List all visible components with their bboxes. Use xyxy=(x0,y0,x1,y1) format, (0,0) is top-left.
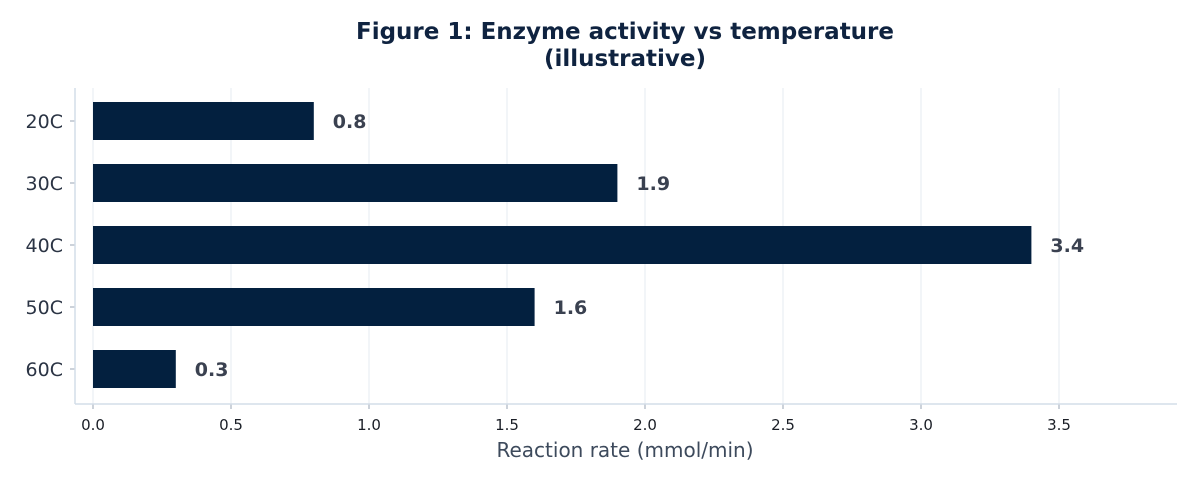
bar-40c xyxy=(93,226,1032,264)
bars xyxy=(93,102,1032,388)
y-category-label: 40C xyxy=(26,235,63,257)
x-tick-label: 2.0 xyxy=(633,416,657,434)
x-tick-label: 0.5 xyxy=(219,416,243,434)
y-category-label: 30C xyxy=(26,173,63,195)
x-tick-label: 3.0 xyxy=(909,416,933,434)
x-axis-ticks: 0.0 0.5 1.0 1.5 2.0 2.5 3.0 3.5 xyxy=(81,404,1071,434)
chart-title: Figure 1: Enzyme activity vs temperature xyxy=(356,19,894,45)
bar-value-label: 1.6 xyxy=(554,297,588,319)
y-category-label: 50C xyxy=(26,297,63,319)
y-category-label: 20C xyxy=(26,111,63,133)
bar-value-label: 0.3 xyxy=(195,359,229,381)
x-tick-label: 1.5 xyxy=(495,416,519,434)
bar-60c xyxy=(93,350,176,388)
x-tick-label: 2.5 xyxy=(771,416,795,434)
y-axis-labels: 20C 30C 40C 50C 60C xyxy=(26,111,75,381)
x-tick-label: 3.5 xyxy=(1047,416,1071,434)
x-tick-label: 0.0 xyxy=(81,416,105,434)
bar-20c xyxy=(93,102,314,140)
y-category-label: 60C xyxy=(26,359,63,381)
x-axis-title: Reaction rate (mmol/min) xyxy=(496,438,753,462)
bar-value-label: 0.8 xyxy=(333,111,367,133)
x-tick-label: 1.0 xyxy=(357,416,381,434)
data-labels: 0.8 1.9 3.4 1.6 0.3 xyxy=(195,111,1084,381)
bar-value-label: 1.9 xyxy=(636,173,670,195)
bar-50c xyxy=(93,288,535,326)
bar-value-label: 3.4 xyxy=(1050,235,1084,257)
bar-30c xyxy=(93,164,618,202)
chart-subtitle: (illustrative) xyxy=(544,46,706,72)
